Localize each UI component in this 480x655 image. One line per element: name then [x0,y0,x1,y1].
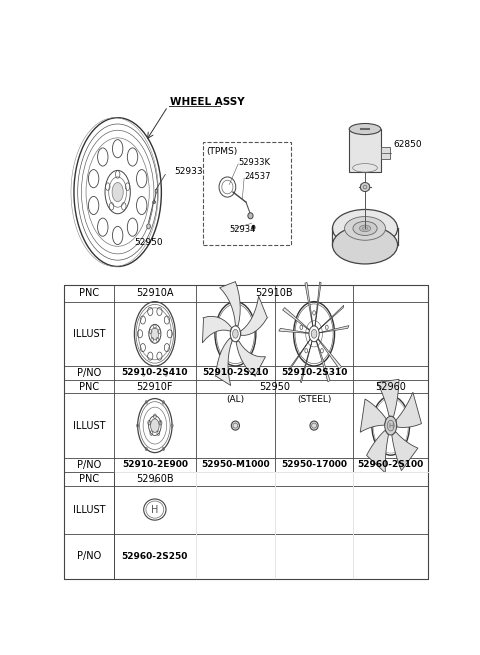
Ellipse shape [360,225,371,232]
Polygon shape [220,282,240,326]
Polygon shape [315,282,321,326]
Polygon shape [318,339,342,369]
Text: 52960-2S100: 52960-2S100 [358,460,424,470]
Bar [64,286,428,579]
Text: 52933K: 52933K [239,159,271,167]
Text: P/NO: P/NO [77,368,101,378]
Polygon shape [236,341,265,376]
Polygon shape [360,399,386,432]
Text: (STEEL): (STEEL) [297,395,331,404]
Ellipse shape [151,328,159,340]
Text: 52950-17000: 52950-17000 [281,460,347,470]
Polygon shape [279,328,309,333]
Polygon shape [396,392,421,428]
Text: (TPMS): (TPMS) [206,147,238,157]
Ellipse shape [233,329,238,338]
Text: 52960-2S250: 52960-2S250 [121,552,188,561]
Text: 52910B: 52910B [256,288,293,299]
Ellipse shape [345,217,385,240]
Polygon shape [319,326,349,333]
Text: 52950-M1000: 52950-M1000 [201,460,270,470]
Text: (AL): (AL) [227,395,244,404]
Text: ILLUST: ILLUST [72,421,105,430]
Ellipse shape [360,183,370,191]
Ellipse shape [155,189,157,193]
Ellipse shape [151,419,159,432]
Polygon shape [283,308,310,330]
Ellipse shape [112,183,123,202]
Ellipse shape [353,221,377,235]
Text: 52950: 52950 [259,381,290,392]
Ellipse shape [248,213,253,219]
Text: 52960B: 52960B [136,474,174,484]
Text: 52910A: 52910A [136,288,174,299]
Text: 62850: 62850 [394,140,422,149]
Polygon shape [203,316,231,343]
Ellipse shape [333,210,397,248]
Text: 52910F: 52910F [137,381,173,392]
Text: WHEEL ASSY: WHEEL ASSY [170,98,244,107]
Ellipse shape [333,226,397,264]
Text: 24537: 24537 [244,172,271,181]
Polygon shape [377,379,399,417]
Bar [349,129,381,172]
Text: H: H [151,504,158,515]
Polygon shape [289,339,310,371]
Text: P/NO: P/NO [77,460,101,470]
Ellipse shape [349,124,381,134]
Polygon shape [392,432,418,470]
Text: PNC: PNC [79,381,99,392]
Polygon shape [316,341,330,382]
Polygon shape [305,282,313,326]
Text: 52933: 52933 [175,168,203,176]
Text: 52950: 52950 [134,238,163,247]
Text: ILLUST: ILLUST [72,504,105,515]
Polygon shape [319,305,344,329]
Ellipse shape [231,421,240,430]
Ellipse shape [384,416,396,435]
Text: PNC: PNC [79,288,99,299]
Ellipse shape [147,224,150,229]
Ellipse shape [312,329,317,338]
Text: 52910-2S310: 52910-2S310 [281,368,347,377]
Text: PNC: PNC [79,474,99,484]
Polygon shape [240,296,267,335]
Polygon shape [300,341,312,383]
Bar [381,147,390,159]
Text: ILLUST: ILLUST [72,329,105,339]
Text: 52910-2S210: 52910-2S210 [202,368,269,377]
Polygon shape [367,430,388,473]
Text: H: H [388,422,393,428]
Text: 52934: 52934 [229,225,256,234]
Text: 52910-2E900: 52910-2E900 [122,460,188,470]
Polygon shape [216,337,232,386]
Ellipse shape [387,421,394,431]
Text: P/NO: P/NO [77,552,101,561]
Ellipse shape [310,421,318,430]
Ellipse shape [153,200,156,204]
Text: 52910-2S410: 52910-2S410 [121,368,188,377]
Bar [203,141,290,245]
Ellipse shape [252,225,255,229]
Text: 52960: 52960 [375,381,406,392]
